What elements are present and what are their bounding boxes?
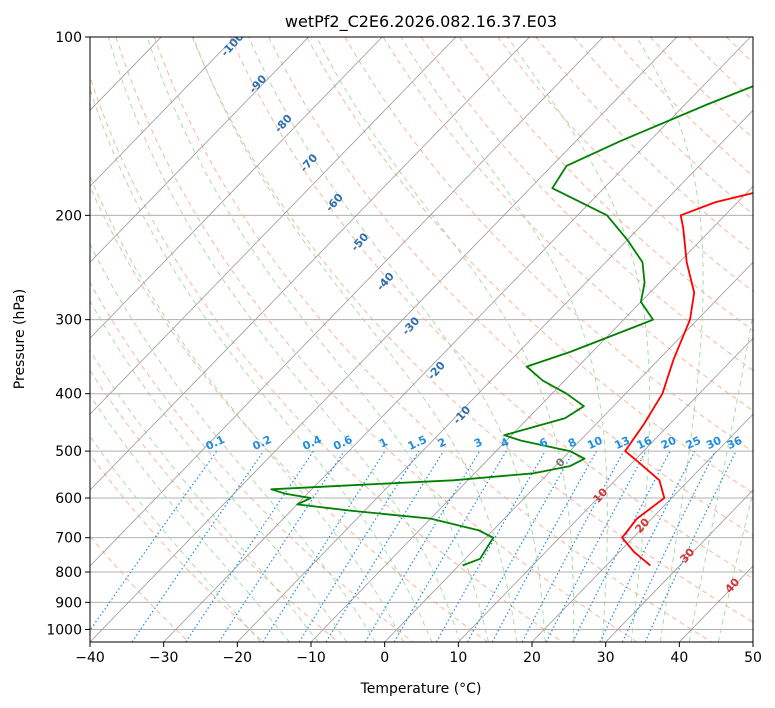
y-tick-label: 400	[55, 387, 82, 403]
temperature-profile-line	[621, 192, 753, 567]
moist-adiabat	[146, 37, 489, 642]
mixing-ratio-line	[572, 450, 671, 642]
dry-adiabat	[153, 37, 712, 642]
x-tick-label: −30	[149, 650, 179, 666]
isotherm-line	[90, 37, 309, 263]
mixing-ratio-label: 36	[725, 434, 745, 452]
isotherm-line	[531, 413, 753, 642]
x-tick-label: 0	[380, 650, 389, 666]
isotherm-line	[458, 337, 753, 642]
isotherm-line	[90, 37, 236, 187]
mixing-ratio-line	[185, 450, 314, 642]
moist-adiabat	[108, 37, 461, 642]
moist-adiabat	[90, 174, 405, 642]
mixing-ratio-label: 13	[613, 434, 632, 452]
y-tick-label: 500	[55, 444, 82, 460]
plot-area: 0.1 0.2 0.4 0.6 1 1.5 2 3 4 6 8 10 13 16 20 25 30 36-100-…	[90, 37, 753, 642]
mixing-ratio-line	[218, 450, 345, 642]
dry-adiabat	[90, 453, 264, 642]
dry-adiabat	[497, 37, 753, 293]
y-tick-label: 200	[55, 208, 82, 224]
mixing-ratio-line	[262, 450, 386, 642]
y-tick-label: 100	[55, 30, 82, 46]
dry-adiabat	[90, 369, 339, 642]
mixing-ratio-label: 16	[635, 434, 655, 452]
mixing-ratio-line	[466, 450, 575, 642]
y-tick-label: 600	[55, 491, 82, 507]
mixing-ratio-line	[491, 450, 597, 642]
mixing-ratio-line	[325, 450, 445, 642]
dry-adiabat	[306, 37, 753, 494]
mixing-ratio-label: 20	[659, 434, 679, 452]
isotherm-line	[90, 37, 530, 491]
moist-adiabat	[688, 310, 753, 642]
isotherm-line	[605, 489, 753, 642]
moist-adiabat	[90, 435, 261, 642]
y-tick-label: 1000	[46, 622, 82, 638]
dry-adiabat	[230, 37, 753, 579]
moist-adiabat	[717, 490, 753, 642]
x-tick-label: 30	[597, 650, 615, 666]
x-tick-label: 20	[523, 650, 541, 666]
profile-lines	[270, 85, 753, 567]
moist-adiabat	[90, 299, 348, 642]
dry-adiabat	[420, 37, 753, 372]
moist-adiabat	[507, 37, 651, 642]
y-tick-label: 900	[55, 595, 82, 611]
y-axis-ticks: 100 200 300 400 500 600 700 800 900 1000	[46, 30, 90, 638]
mixing-ratio-label: 30	[704, 434, 724, 452]
x-tick-label: 50	[744, 650, 762, 666]
skewed-isotherms	[90, 37, 753, 642]
x-tick-label: 10	[449, 650, 467, 666]
isotherm-line	[90, 37, 457, 415]
y-axis-label: Pressure (hPa)	[12, 289, 28, 389]
mixing-ratio-lines	[90, 450, 737, 642]
dry-adiabat	[115, 37, 638, 642]
dry-adiabat	[458, 37, 753, 332]
moist-adiabat	[90, 349, 319, 642]
x-axis-ticks: −40 −30 −20 −10 0 10 20 30 40 50	[75, 642, 762, 666]
moist-adiabat	[316, 37, 575, 642]
isotherm-line	[90, 37, 678, 642]
dry-adiabat	[90, 75, 563, 642]
dry-adiabat	[90, 535, 190, 642]
y-tick-label: 300	[55, 313, 82, 329]
moist-adiabat	[400, 37, 608, 642]
isotherm-line	[237, 109, 753, 642]
moist-adiabat	[90, 87, 433, 642]
dewpoint-profile-line	[270, 85, 753, 567]
mixing-ratio-line	[131, 450, 265, 642]
chart-title: wetPf2_C2E6.2026.082.16.37.E03	[285, 12, 557, 32]
x-tick-label: −40	[75, 650, 105, 666]
x-tick-label: −20	[223, 650, 253, 666]
x-axis-label: Temperature (°C)	[360, 681, 482, 697]
moist-adiabat	[90, 394, 290, 642]
x-tick-label: −10	[296, 650, 326, 666]
mixing-ratio-label: 25	[684, 434, 703, 452]
y-tick-label: 700	[55, 531, 82, 547]
moist-adiabats	[90, 37, 753, 642]
isotherm-line	[384, 261, 753, 642]
isotherm-line	[163, 37, 751, 642]
plot-frame	[89, 36, 754, 643]
moist-adiabat	[636, 37, 704, 642]
x-tick-label: 40	[670, 650, 688, 666]
moist-adiabat	[248, 37, 546, 642]
isotherm-line	[90, 37, 383, 339]
y-tick-label: 800	[55, 565, 82, 581]
mixing-ratio-line	[90, 450, 218, 632]
dry-adiabat	[90, 185, 488, 642]
isotherm-line	[90, 37, 604, 567]
mixing-ratio-line	[599, 450, 696, 642]
mixing-ratio-label: 10	[585, 434, 605, 452]
mixing-ratio-line	[521, 450, 625, 642]
